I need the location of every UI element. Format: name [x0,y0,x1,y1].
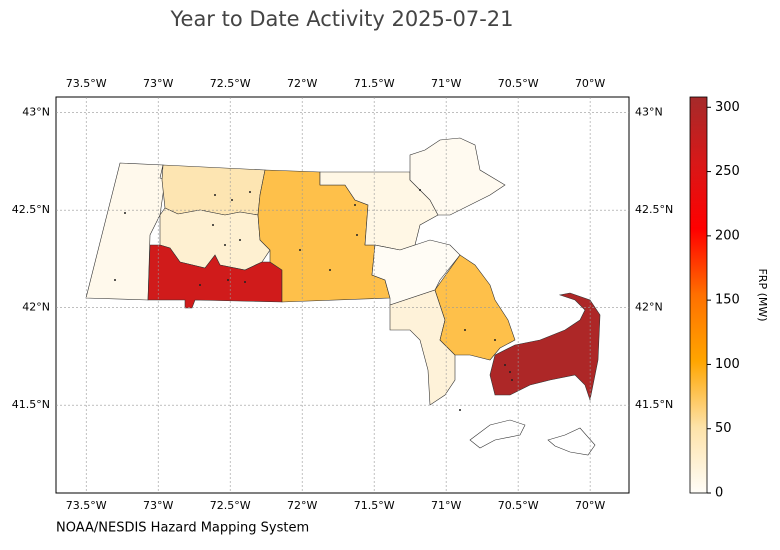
y-tick-label: 42°N [22,301,50,314]
region [434,254,516,361]
fire-point [227,279,229,281]
x-tick-label: 73.5°W [66,77,107,90]
island [547,427,596,456]
fire-point [509,371,511,373]
colorbar-tick-label: 250 [715,164,740,179]
fire-point [419,189,421,191]
colorbar-tick-label: 200 [715,228,740,243]
fire-point [464,329,466,331]
island [469,419,526,449]
fire-point [124,212,126,214]
x-tick-label: 71°W [431,77,461,90]
colorbar-tick-label: 150 [715,293,740,308]
colorbar-tick-label: 100 [715,357,740,372]
fire-point [511,379,513,381]
fire-point [212,224,214,226]
x-tick-label: 71.5°W [354,499,395,512]
x-tick-label: 72.5°W [210,77,251,90]
colorbar-tick-label: 300 [715,100,740,115]
y-tick-label: 43°N [22,106,50,119]
y-tick-label: 42.5°N [635,203,673,216]
source: NOAA/NESDIS Hazard Mapping System [56,521,309,536]
fire-point [356,234,358,236]
x-tick-label: 70°W [575,77,605,90]
y-tick-label: 41.5°N [12,398,50,411]
region [371,239,461,306]
x-tick-label: 73.5°W [66,499,107,512]
y-tick-label: 43°N [635,106,663,119]
y-tick-label: 41.5°N [635,398,673,411]
x-tick-label: 72°W [287,77,317,90]
colorbar-label: FRP (MW) [756,268,769,321]
x-tick-label: 71.5°W [354,77,395,90]
fire-point [299,249,301,251]
region [147,244,283,309]
x-tick-label: 70.5°W [498,499,539,512]
x-tick-label: 70.5°W [498,77,539,90]
fire-point [224,244,226,246]
fire-point [249,191,251,193]
x-tick-label: 71°W [431,499,461,512]
colorbar: 0 50 100 150 200 250 300 FRP (MW) [689,96,769,501]
fire-point [231,199,233,201]
map [85,137,601,456]
chart-title: Year to Date Activity 2025-07-21 [169,7,513,31]
region [489,292,601,402]
x-tick-label: 73°W [143,499,173,512]
fire-point [354,204,356,206]
fire-point [494,339,496,341]
x-tick-label: 72°W [287,499,317,512]
y-tick-label: 42°N [635,301,663,314]
y-tick-label: 42.5°N [12,203,50,216]
region [409,137,506,216]
x-tick-label: 73°W [143,77,173,90]
x-tick-label: 72.5°W [210,499,251,512]
fire-point [459,409,461,411]
colorbar-tick-label: 0 [715,486,723,501]
region [161,164,266,216]
fire-point [329,269,331,271]
colorbar-gradient [689,96,708,494]
fire-point [504,364,506,366]
x-tick-label: 70°W [575,499,605,512]
map-frame [55,96,630,494]
fire-point [114,279,116,281]
fire-point [244,281,246,283]
colorbar-tick-label: 50 [715,421,732,436]
fire-point [239,239,241,241]
fire-point [214,194,216,196]
fire-point [199,284,201,286]
